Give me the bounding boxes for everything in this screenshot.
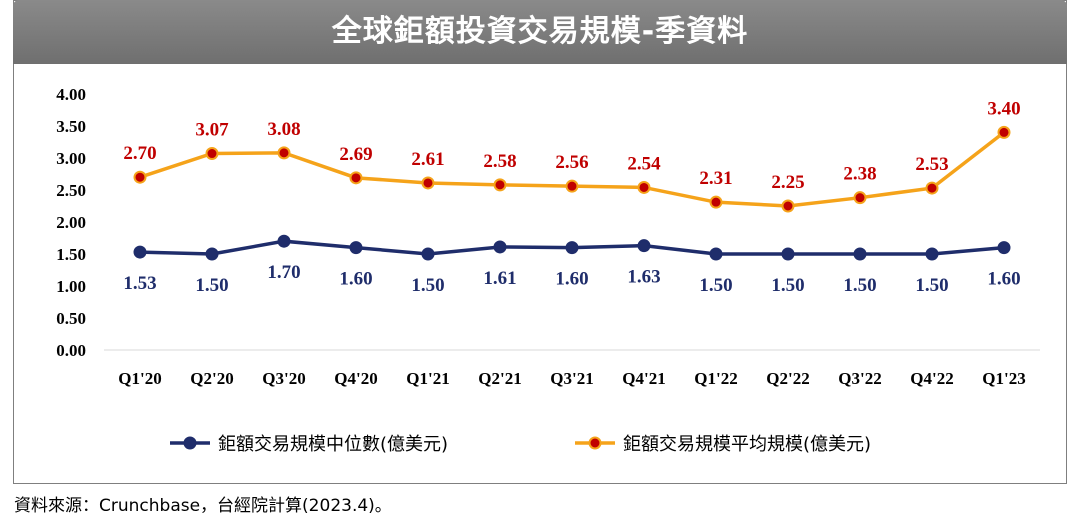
data-label: 3.07 (195, 120, 229, 141)
data-point (349, 241, 363, 255)
y-tick-label: 0.50 (56, 309, 86, 328)
x-tick-label: Q1'20 (118, 369, 161, 388)
x-tick-label: Q3'20 (262, 369, 305, 388)
data-label: 2.25 (771, 172, 804, 193)
data-label: 1.60 (339, 269, 372, 290)
y-tick-label: 3.00 (56, 149, 86, 168)
data-point (925, 247, 939, 261)
data-label: 2.56 (555, 152, 588, 173)
data-point (421, 176, 435, 190)
data-point (277, 146, 291, 160)
data-label: 2.61 (411, 149, 444, 170)
data-label: 1.50 (195, 275, 228, 296)
data-point (493, 178, 507, 192)
data-label: 1.60 (555, 269, 588, 290)
x-tick-label: Q4'20 (334, 369, 377, 388)
data-label: 2.31 (699, 168, 732, 189)
y-tick-label: 4.00 (56, 85, 86, 104)
data-point (781, 247, 795, 261)
legend: 鉅額交易規模中位數(億美元) 鉅額交易規模平均規模(億美元) (170, 434, 871, 455)
data-point (565, 241, 579, 255)
data-label: 1.53 (123, 273, 156, 294)
data-label: 2.38 (843, 164, 876, 185)
data-point (853, 247, 867, 261)
data-point (493, 240, 507, 254)
chart-title: 全球鉅額投資交易規模-季資料 (331, 14, 749, 49)
legend-item: 鉅額交易規模中位數(億美元) (170, 434, 448, 455)
source-note: 資料來源：Crunchbase，台經院計算(2023.4)。 (14, 496, 392, 516)
legend-label: 鉅額交易規模平均規模(億美元) (623, 434, 871, 455)
data-label: 1.63 (627, 267, 660, 288)
legend-item: 鉅額交易規模平均規模(億美元) (575, 434, 871, 455)
y-tick-label: 1.50 (56, 245, 86, 264)
data-label: 1.61 (483, 268, 516, 289)
x-tick-label: Q1'21 (406, 369, 449, 388)
data-point (709, 247, 723, 261)
data-label: 1.50 (843, 275, 876, 296)
y-tick-label: 2.00 (56, 213, 86, 232)
data-label: 1.50 (411, 275, 444, 296)
data-label: 1.70 (267, 262, 300, 283)
legend-swatch-marker (183, 436, 197, 450)
x-tick-label: Q2'22 (766, 369, 809, 388)
data-point (925, 181, 939, 195)
data-point (133, 170, 147, 184)
x-tick-label: Q1'22 (694, 369, 737, 388)
data-label: 1.60 (987, 269, 1020, 290)
data-label: 2.54 (627, 153, 661, 174)
data-point (781, 199, 795, 213)
y-tick-label: 1.00 (56, 277, 86, 296)
data-label: 2.53 (915, 154, 948, 175)
x-tick-label: Q4'22 (910, 369, 953, 388)
data-point (637, 239, 651, 253)
data-point (205, 247, 219, 261)
data-label: 1.50 (771, 275, 804, 296)
y-tick-label: 0.00 (56, 341, 86, 360)
x-tick-label: Q1'23 (982, 369, 1025, 388)
series-layer: 1.53 1.50 1.70 1.60 1.50 1.61 1.60 1.63 1.50 1.50… (123, 98, 1020, 296)
data-point (421, 247, 435, 261)
data-point (997, 125, 1011, 139)
data-point (349, 171, 363, 185)
x-tick-label: Q2'21 (478, 369, 521, 388)
x-tick-label: Q3'21 (550, 369, 593, 388)
data-point (205, 147, 219, 161)
x-tick-label: Q2'20 (190, 369, 233, 388)
y-tick-label: 2.50 (56, 181, 86, 200)
data-label: 2.69 (339, 144, 372, 165)
legend-swatch-marker (588, 436, 602, 450)
data-point (277, 234, 291, 248)
x-tick-label: Q3'22 (838, 369, 881, 388)
axes: 0.00 0.50 1.00 1.50 2.00 2.50 3.00 3.50 4.00 Q1'2… (56, 85, 1040, 388)
series-average: 2.70 3.07 3.08 2.69 2.61 2.58 2.56 2.54 2.31 2.25… (123, 98, 1021, 213)
chart-frame (13, 0, 1067, 484)
data-point (565, 179, 579, 193)
data-point (133, 245, 147, 259)
legend-label: 鉅額交易規模中位數(億美元) (218, 434, 448, 455)
data-point (997, 241, 1011, 255)
data-point (853, 191, 867, 205)
data-label: 1.50 (699, 275, 732, 296)
data-label: 2.58 (483, 151, 516, 172)
data-label: 3.08 (267, 119, 300, 140)
data-point (709, 195, 723, 209)
series-median: 1.53 1.50 1.70 1.60 1.50 1.61 1.60 1.63 1.50 1.50… (123, 234, 1021, 296)
title-bar (13, 0, 1067, 64)
data-label: 1.50 (915, 275, 948, 296)
y-tick-label: 3.50 (56, 117, 86, 136)
data-point (637, 180, 651, 194)
data-label: 3.40 (987, 98, 1020, 119)
data-label: 2.70 (123, 143, 156, 164)
x-tick-label: Q4'21 (622, 369, 665, 388)
